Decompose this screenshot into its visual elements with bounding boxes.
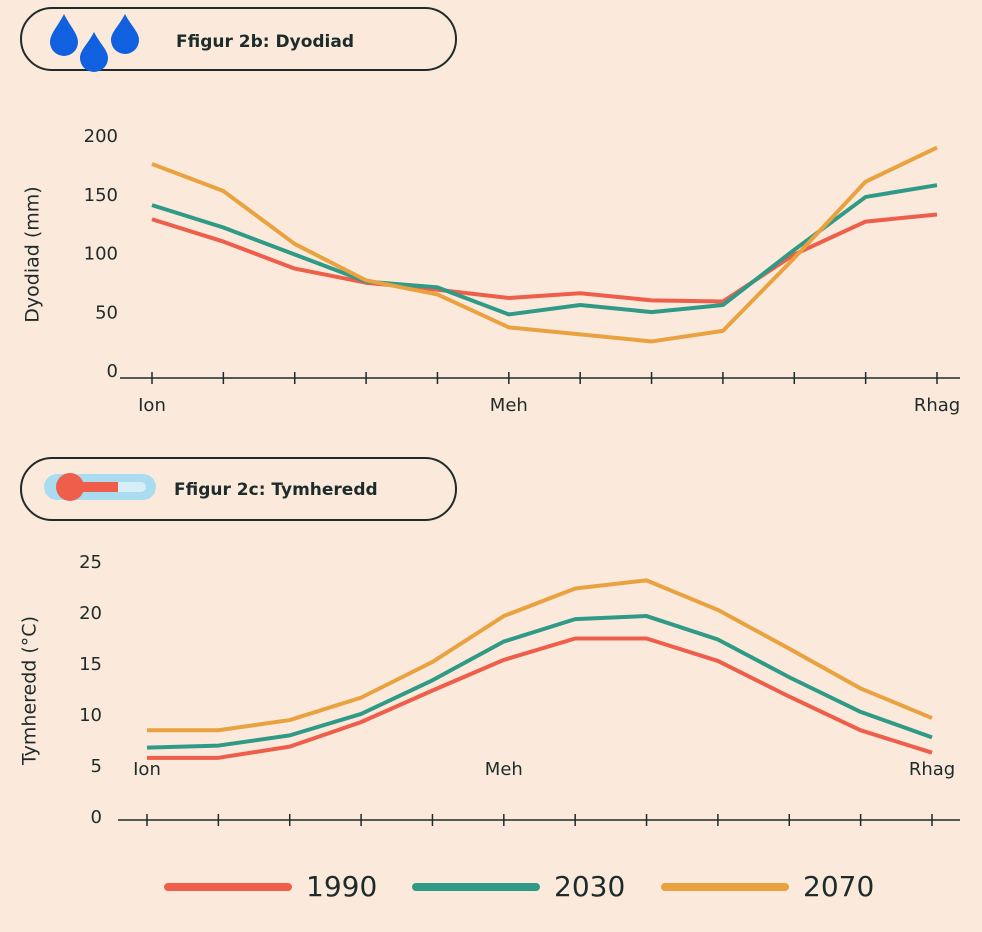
y-axis-label: Tymheredd (°C) bbox=[19, 616, 41, 766]
y-tick-label: 5 bbox=[91, 756, 102, 777]
series-line bbox=[151, 212, 938, 304]
series-line bbox=[151, 145, 938, 344]
legend: 1990 2030 2070 bbox=[164, 870, 874, 903]
x-tick-label: Ion bbox=[138, 395, 166, 416]
thermometer-icon bbox=[44, 473, 156, 501]
series-line bbox=[151, 183, 938, 317]
chart-title: Ffigur 2c: Tymheredd bbox=[174, 480, 378, 500]
y-tick-label: 100 bbox=[84, 244, 118, 265]
y-tick-label: 50 bbox=[95, 302, 118, 323]
legend-label: 2030 bbox=[554, 870, 625, 903]
series-line bbox=[147, 578, 933, 733]
y-tick-label: 15 bbox=[79, 654, 102, 675]
y-tick-label: 150 bbox=[84, 185, 118, 206]
chart-title: Ffigur 2b: Dyodiad bbox=[176, 32, 354, 52]
rain-icon bbox=[50, 14, 139, 72]
x-tick-label: Meh bbox=[490, 395, 528, 416]
x-tick-label: Rhag bbox=[914, 395, 960, 416]
series-line bbox=[146, 614, 933, 750]
y-tick-label: 0 bbox=[107, 361, 118, 382]
x-tick-label: Rhag bbox=[909, 759, 955, 780]
y-tick-label: 25 bbox=[79, 552, 102, 573]
x-tick-label: Meh bbox=[485, 759, 523, 780]
x-tick-label: Ion bbox=[133, 759, 161, 780]
y-tick-label: 0 bbox=[91, 807, 102, 828]
series-line bbox=[147, 636, 933, 760]
y-tick-label: 10 bbox=[79, 705, 102, 726]
y-axis-label: Dyodiad (mm) bbox=[22, 186, 44, 322]
legend-label: 2070 bbox=[803, 870, 874, 903]
y-tick-label: 20 bbox=[79, 603, 102, 624]
title-pill bbox=[20, 457, 457, 521]
y-tick-label: 200 bbox=[84, 126, 118, 147]
title-pill bbox=[20, 7, 457, 71]
legend-label: 1990 bbox=[306, 870, 377, 903]
